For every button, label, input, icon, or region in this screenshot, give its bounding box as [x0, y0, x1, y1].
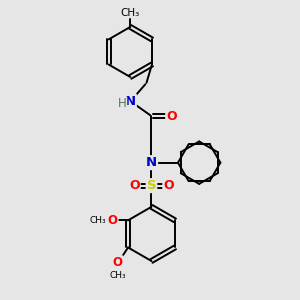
- Text: H: H: [118, 97, 127, 110]
- Text: O: O: [108, 214, 118, 227]
- Text: O: O: [113, 256, 123, 269]
- Text: S: S: [147, 179, 156, 192]
- Text: CH₃: CH₃: [121, 8, 140, 18]
- Text: CH₃: CH₃: [89, 216, 106, 225]
- Text: O: O: [163, 179, 174, 192]
- Text: O: O: [129, 179, 140, 192]
- Text: CH₃: CH₃: [110, 271, 126, 280]
- Text: O: O: [166, 110, 177, 123]
- Text: N: N: [146, 156, 157, 169]
- Text: N: N: [125, 94, 136, 108]
